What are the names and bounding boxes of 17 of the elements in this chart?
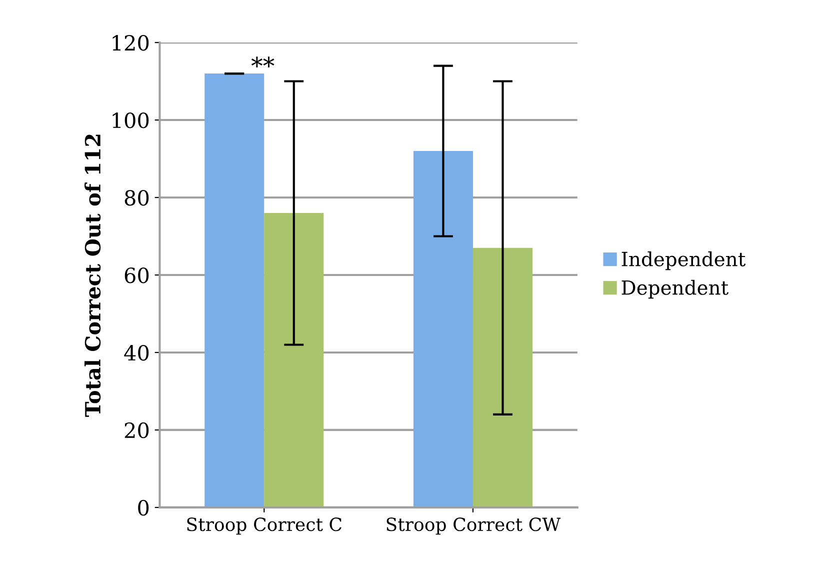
y-tick-label: 60 (124, 267, 149, 284)
bar (472, 248, 532, 508)
y-axis-title: Total Correct Out of 112 (84, 134, 101, 417)
y-tick-label: 80 (124, 190, 149, 206)
y-tick-label: 100 (112, 112, 149, 128)
bar (264, 213, 324, 508)
legend-label: Independent (622, 251, 746, 270)
bar (204, 74, 264, 508)
x-tick-label: Stroop Correct C (187, 518, 342, 535)
y-tick-label: 120 (112, 34, 149, 51)
y-tick-label: 20 (124, 422, 149, 438)
annotation: ** (251, 56, 274, 68)
y-tick-label: 40 (124, 344, 149, 361)
legend-label: Dependent (622, 280, 728, 299)
x-tick-label: Stroop Correct CW (386, 518, 561, 535)
y-tick-label: 0 (138, 500, 149, 516)
bar (413, 151, 473, 508)
